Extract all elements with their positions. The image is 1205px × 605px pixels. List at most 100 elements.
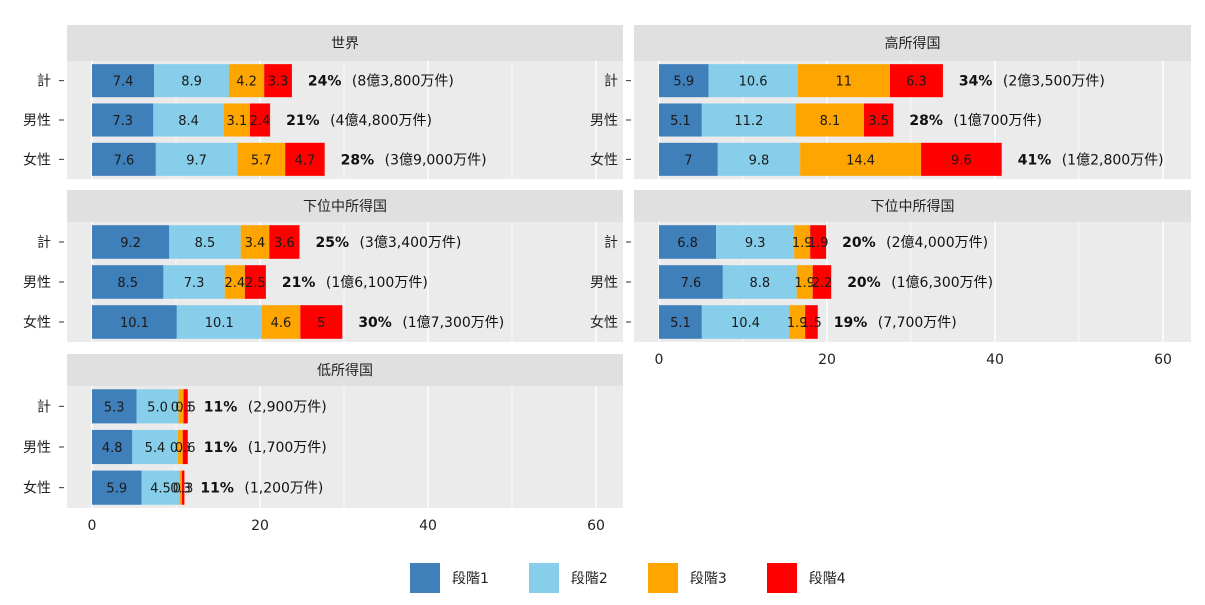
bar-segment-4-1-2 bbox=[177, 429, 183, 465]
bar-value-label-0-2-3: 4.7 bbox=[295, 153, 316, 168]
bar-segment-1-2-1 bbox=[717, 142, 801, 176]
category-label-2-1: 男性 bbox=[23, 275, 51, 291]
bar-segment-3-0-0 bbox=[659, 225, 717, 259]
bar-count-2-1: (1億6,100万件) bbox=[326, 275, 428, 291]
bar-total-3-0: 20% bbox=[842, 235, 876, 251]
bar-value-label-0-2-2: 5.7 bbox=[251, 153, 272, 168]
bar-value-label-3-1-0: 7.6 bbox=[681, 276, 702, 291]
bar-value-label-0-2-1: 9.7 bbox=[186, 153, 207, 168]
bar-value-label-0-1-0: 7.3 bbox=[112, 114, 133, 129]
bar-total-3-2: 19% bbox=[834, 315, 868, 331]
bar-value-label-0-1-3: 2.4 bbox=[250, 114, 271, 129]
bar-segment-2-0-1 bbox=[169, 225, 241, 259]
bar-count-1-0: (2億3,500万件) bbox=[1003, 74, 1105, 90]
bar-segment-2-0-3 bbox=[269, 225, 300, 259]
bar-segment-0-0-0 bbox=[92, 64, 155, 98]
category-label-0-2: 女性 bbox=[23, 151, 51, 168]
bar-value-label-0-0-0: 7.4 bbox=[113, 75, 134, 90]
bar-segment-3-0-2 bbox=[794, 225, 811, 259]
bar-segment-4-1-1 bbox=[132, 429, 178, 465]
panel-title-2: 下位中所得国 bbox=[303, 198, 387, 215]
legend-item-stage1: 段階1 bbox=[410, 563, 489, 593]
panel-header-2 bbox=[67, 190, 623, 222]
bar-segment-4-2-0 bbox=[92, 470, 142, 505]
bar-value-label-2-2-1: 10.1 bbox=[205, 316, 234, 331]
bar-value-label-4-0-3: 0.5 bbox=[175, 400, 196, 415]
bar-value-label-1-0-2: 11 bbox=[836, 75, 853, 90]
bar-segment-0-0-2 bbox=[228, 64, 265, 98]
bar-segment-2-0-0 bbox=[92, 225, 170, 259]
bar-value-label-2-0-1: 8.5 bbox=[195, 236, 216, 251]
x-tick-label-4-0: 0 bbox=[88, 518, 97, 534]
category-label-2-0: 計 bbox=[37, 235, 51, 251]
bar-segment-3-1-0 bbox=[659, 265, 723, 299]
bar-segment-3-2-3 bbox=[805, 305, 818, 339]
bar-value-label-2-0-0: 9.2 bbox=[120, 236, 141, 251]
x-tick-label-4-1: 20 bbox=[251, 518, 269, 534]
bar-value-label-1-1-1: 11.2 bbox=[734, 114, 763, 129]
legend-swatch-stage4 bbox=[766, 563, 797, 593]
bar-segment-1-0-1 bbox=[708, 64, 798, 98]
x-tick-label-3-3: 60 bbox=[1154, 352, 1172, 368]
bar-value-label-4-2-3: 0.3 bbox=[173, 482, 194, 497]
legend-label-stage4: 段階4 bbox=[808, 571, 846, 587]
panel-header-4 bbox=[67, 354, 623, 386]
legend-label-stage2: 段階2 bbox=[570, 571, 608, 587]
x-tick-label-3-1: 20 bbox=[818, 352, 836, 368]
bar-segment-0-2-2 bbox=[237, 142, 286, 176]
bar-total-2-0: 25% bbox=[315, 235, 349, 251]
bar-count-1-2: (1億2,800万件) bbox=[1062, 152, 1164, 168]
legend-item-stage2: 段階2 bbox=[528, 563, 608, 593]
bar-value-label-3-0-1: 9.3 bbox=[745, 236, 766, 251]
bar-value-label-3-0-2: 1.9 bbox=[792, 236, 813, 251]
bar-segment-0-1-1 bbox=[153, 103, 224, 137]
bar-value-label-3-1-2: 1.9 bbox=[794, 276, 815, 291]
bar-total-4-2: 11% bbox=[200, 481, 234, 497]
bar-value-label-3-2-3: 1.5 bbox=[801, 316, 822, 331]
bar-segment-2-2-2 bbox=[261, 305, 301, 339]
bar-value-label-0-1-1: 8.4 bbox=[178, 114, 199, 129]
bar-count-0-2: (3億9,000万件) bbox=[385, 152, 487, 168]
bar-segment-2-1-3 bbox=[244, 265, 266, 299]
bar-value-label-2-1-1: 7.3 bbox=[184, 276, 205, 291]
bar-count-4-2: (1,200万件) bbox=[244, 481, 323, 497]
bar-segment-3-1-2 bbox=[796, 265, 813, 299]
legend-swatch-stage2 bbox=[528, 563, 559, 593]
bar-value-label-1-2-2: 14.4 bbox=[846, 153, 875, 168]
bar-value-label-4-2-0: 5.9 bbox=[106, 482, 127, 497]
bar-value-label-2-1-3: 2.5 bbox=[245, 276, 266, 291]
bar-count-2-2: (1億7,300万件) bbox=[402, 315, 504, 331]
bar-total-0-1: 21% bbox=[286, 113, 320, 129]
bar-segment-1-2-3 bbox=[921, 142, 1002, 176]
bar-segment-3-0-1 bbox=[716, 225, 795, 259]
bar-value-label-4-2-1: 4.5 bbox=[150, 482, 171, 497]
bar-value-label-1-2-0: 7 bbox=[684, 153, 692, 168]
x-tick-label-3-0: 0 bbox=[655, 352, 664, 368]
bar-segment-4-2-3 bbox=[181, 470, 185, 505]
bar-value-label-3-2-0: 5.1 bbox=[670, 316, 691, 331]
bar-segment-3-0-3 bbox=[810, 225, 827, 259]
bar-segment-1-2-2 bbox=[800, 142, 922, 176]
bar-value-label-4-1-1: 5.4 bbox=[145, 441, 166, 456]
panel-header-3 bbox=[634, 190, 1191, 222]
bar-segment-1-1-0 bbox=[659, 103, 702, 137]
bar-count-3-0: (2億4,000万件) bbox=[886, 235, 988, 251]
panel-title-1: 高所得国 bbox=[885, 35, 941, 52]
bar-count-0-1: (4億4,800万件) bbox=[330, 113, 432, 129]
bar-total-2-1: 21% bbox=[282, 275, 316, 291]
bar-count-3-2: (7,700万件) bbox=[878, 315, 957, 331]
bar-value-label-0-0-3: 3.3 bbox=[268, 75, 289, 90]
bar-value-label-4-2-2: 0.3 bbox=[170, 482, 191, 497]
bar-segment-4-2-1 bbox=[141, 470, 180, 505]
bar-value-label-4-1-3: 0.6 bbox=[175, 441, 196, 456]
bar-segment-0-2-0 bbox=[92, 142, 156, 176]
category-label-1-0: 計 bbox=[604, 74, 618, 90]
bar-total-4-0: 11% bbox=[204, 399, 238, 415]
bar-value-label-4-0-0: 5.3 bbox=[104, 400, 125, 415]
legend-label-stage3: 段階3 bbox=[689, 571, 727, 587]
bar-segment-1-2-0 bbox=[659, 142, 718, 176]
bar-value-label-2-0-2: 3.4 bbox=[245, 236, 266, 251]
bar-value-label-3-0-3: 1.9 bbox=[808, 236, 829, 251]
bar-value-label-3-1-3: 2.2 bbox=[812, 276, 833, 291]
bar-value-label-1-0-3: 6.3 bbox=[906, 75, 927, 90]
